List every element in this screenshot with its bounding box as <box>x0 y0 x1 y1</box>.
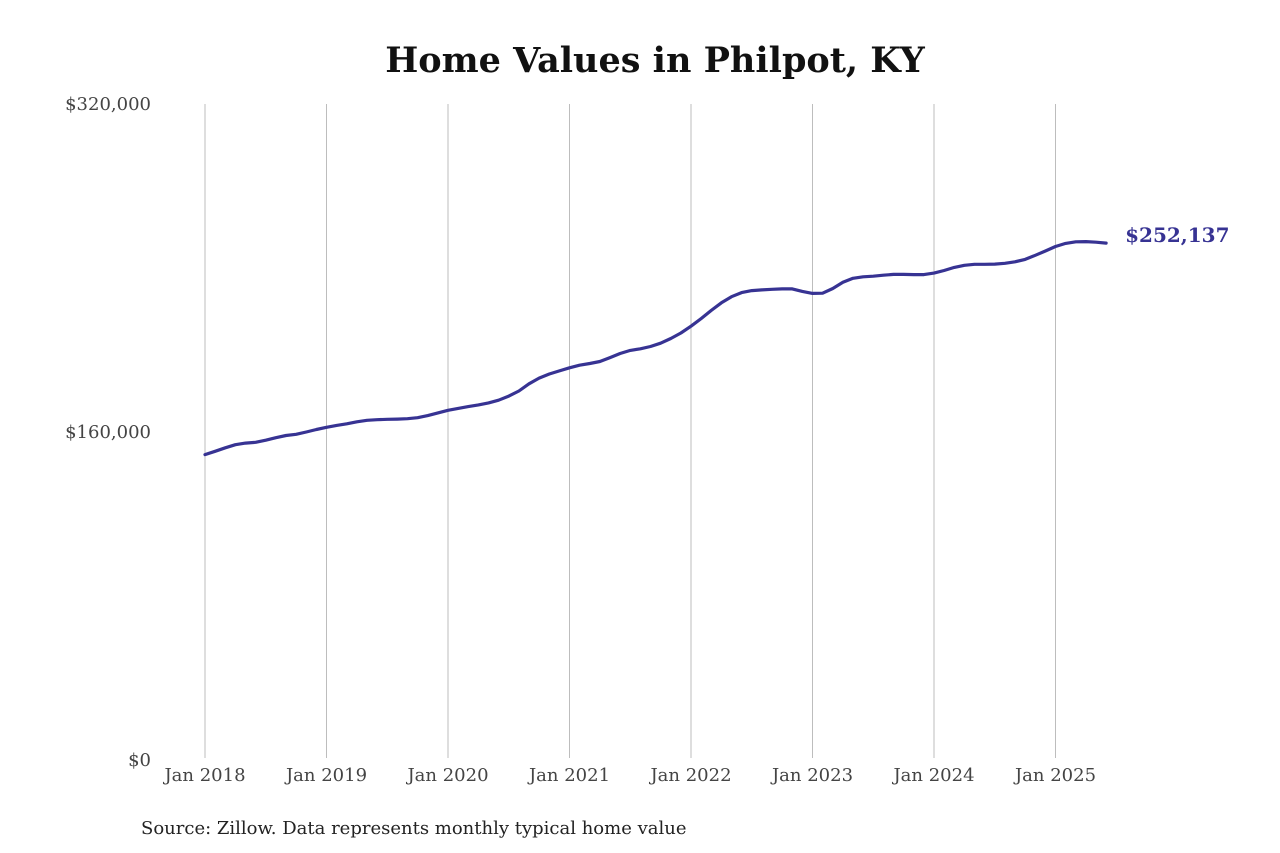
y-tick-label: $160,000 <box>65 422 151 443</box>
gridlines <box>204 104 1056 758</box>
chart-title: Home Values in Philpot, KY <box>385 40 926 81</box>
x-tick-label: Jan 2025 <box>1013 765 1096 786</box>
y-tick-label: $0 <box>128 750 151 771</box>
end-value-label: $252,137 <box>1125 223 1229 247</box>
y-axis-ticks: $320,000 $160,000 $0 <box>65 94 151 771</box>
x-tick-label: Jan 2018 <box>162 765 245 786</box>
x-tick-label: Jan 2021 <box>527 765 610 786</box>
x-axis-ticks: Jan 2018 Jan 2019 Jan 2020 Jan 2021 Jan 2022… <box>162 765 1096 786</box>
source-note: Source: Zillow. Data represents monthly … <box>141 818 687 839</box>
x-tick-label: Jan 2022 <box>648 765 731 786</box>
x-tick-label: Jan 2024 <box>891 765 974 786</box>
series-line <box>203 240 1108 457</box>
y-tick-label: $320,000 <box>65 94 151 115</box>
x-tick-label: Jan 2020 <box>405 765 488 786</box>
x-tick-label: Jan 2023 <box>770 765 853 786</box>
x-tick-label: Jan 2019 <box>284 765 367 786</box>
